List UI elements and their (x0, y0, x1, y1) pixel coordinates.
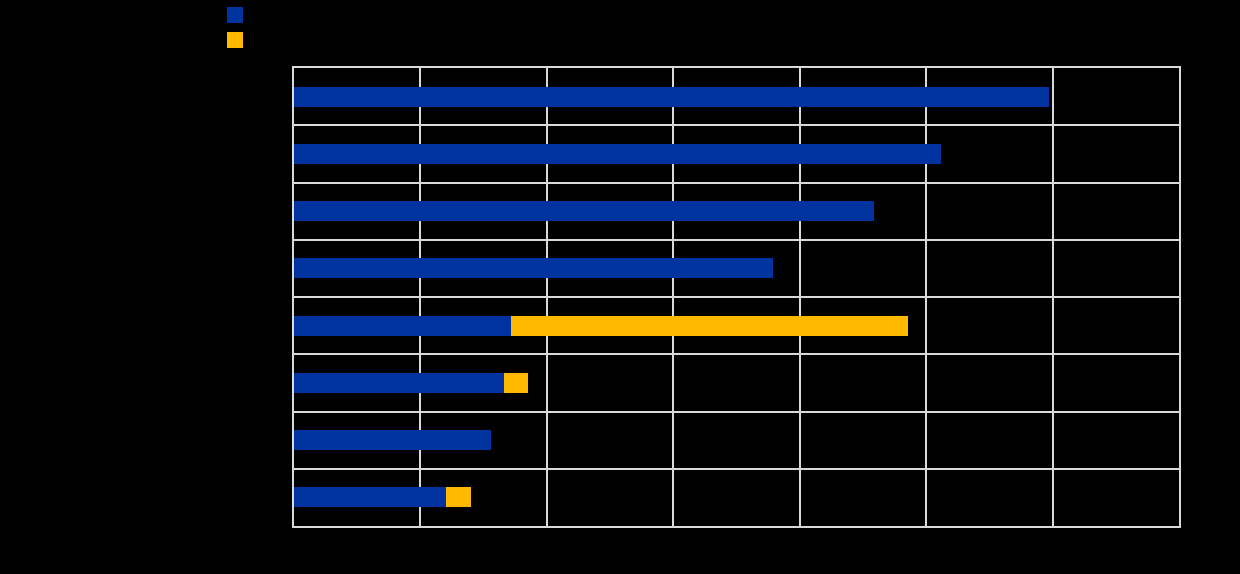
bar-segment-series-1 (294, 201, 875, 222)
bar-row (294, 125, 1179, 182)
plot-area (292, 66, 1181, 528)
bar-segment-series-1 (294, 143, 942, 164)
horizontal-gridline (294, 124, 1179, 127)
bar-segment-series-2 (503, 372, 528, 393)
bar-segment-series-2 (511, 315, 909, 336)
bar-segment-series-1 (294, 487, 446, 508)
bar-row (294, 297, 1179, 354)
bar-row (294, 412, 1179, 469)
horizontal-gridline (294, 296, 1179, 298)
bar-segment-series-1 (294, 258, 774, 279)
bar-row (294, 354, 1179, 411)
bar-segment-series-1 (294, 315, 512, 336)
bar-segment-series-1 (294, 86, 1049, 107)
horizontal-gridline (294, 467, 1179, 470)
legend (227, 7, 251, 57)
bar-segment-series-1 (294, 430, 492, 451)
bar-segment-series-2 (445, 487, 471, 508)
horizontal-gridline (294, 238, 1179, 241)
legend-swatch-series-1 (227, 7, 243, 23)
horizontal-gridline (294, 353, 1179, 356)
horizontal-gridline (294, 181, 1179, 184)
bar-row (294, 469, 1179, 526)
horizontal-gridline (294, 410, 1179, 413)
bar-row (294, 68, 1179, 125)
bar-segment-series-1 (294, 372, 504, 393)
bar-row (294, 240, 1179, 297)
legend-item-series-2 (227, 32, 251, 48)
bar-row (294, 183, 1179, 240)
legend-swatch-series-2 (227, 32, 243, 48)
legend-item-series-1 (227, 7, 251, 23)
